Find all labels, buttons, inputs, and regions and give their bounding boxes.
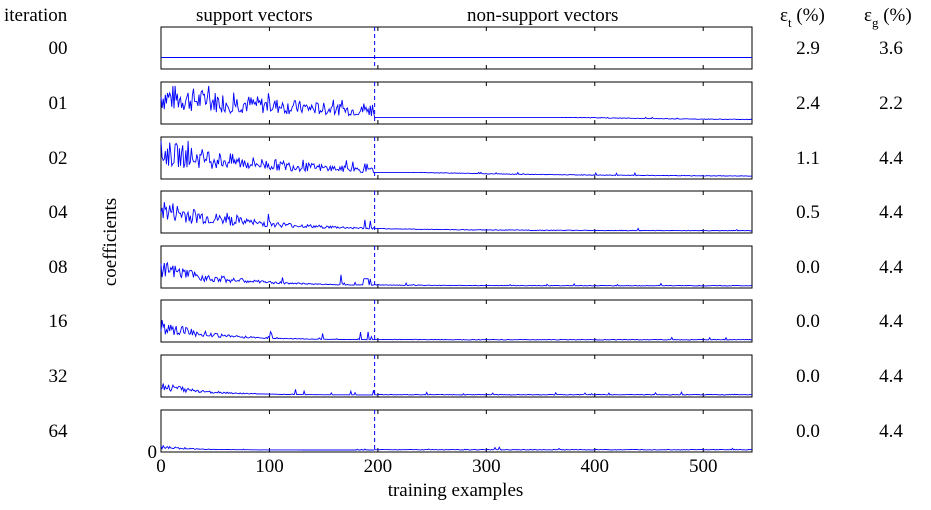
panel-frame-00 [160,26,753,70]
eps-g-value-64: 4.4 [879,421,903,442]
eps-t-value-04: 0.5 [796,202,820,223]
panel-frame-32 [160,354,753,398]
eps-g-value-16: 4.4 [879,311,903,332]
coefficient-series-08 [160,261,752,287]
eps-t-header: εt (%) [780,5,825,29]
x-tick-label-100: 100 [255,456,284,477]
panel-frame-64 [160,409,753,453]
eps-t-value-08: 0.0 [796,257,820,278]
eps-t-value-16: 0.0 [796,311,820,332]
eps-g-value-02: 4.4 [879,148,903,169]
y-tick-label-0: 0 [148,442,158,463]
coefficient-series-04 [160,202,753,232]
support-vectors-header: support vectors [196,5,313,26]
eps-g-symbol: ε [864,5,872,26]
coefficient-series-64 [160,444,753,451]
coefficient-series-32 [160,383,752,396]
iteration-header: iteration [4,5,68,26]
eps-t-value-02: 1.1 [796,148,820,169]
eps-t-symbol: ε [780,5,788,26]
panel-frame-16 [160,299,753,343]
eps-g-subscript: g [871,15,879,30]
iteration-label-02: 02 [48,148,68,169]
panel-frame-04 [160,190,753,234]
eps-t-value-32: 0.0 [796,366,820,387]
x-tick-label-400: 400 [581,456,610,477]
eps-g-value-32: 4.4 [879,366,903,387]
coefficient-series-01 [160,85,753,121]
panel-frame-02 [160,136,753,180]
eps-g-value-01: 2.2 [879,93,903,114]
x-tick-label-200: 200 [364,456,393,477]
eps-t-value-00: 2.9 [796,38,820,59]
iteration-label-32: 32 [48,366,68,387]
eps-g-header: εg (%) [864,5,912,29]
eps-t-value-64: 0.0 [796,421,820,442]
eps-g-value-00: 3.6 [879,38,903,59]
iteration-label-04: 04 [48,202,68,223]
non-support-vectors-header: non-support vectors [467,5,619,26]
iteration-label-08: 08 [48,257,68,278]
eps-g-value-08: 4.4 [879,257,903,278]
iteration-label-64: 64 [48,421,68,442]
eps-t-value-01: 2.4 [796,93,820,114]
eps-g-value-04: 4.4 [879,202,903,223]
eps-t-unit: (%) [796,5,825,26]
iteration-label-16: 16 [48,311,68,332]
iteration-label-01: 01 [48,93,68,114]
eps-g-unit: (%) [883,5,912,26]
iteration-label-00: 00 [48,38,68,59]
panel-frame-01 [160,81,753,125]
x-tick-label-300: 300 [472,456,501,477]
coefficient-series-16 [160,320,753,341]
coefficient-series-02 [160,140,753,177]
x-tick-label-0: 0 [156,456,166,477]
x-tick-label-500: 500 [689,456,718,477]
x-axis-label: training examples [388,480,524,501]
eps-t-subscript: t [787,15,792,30]
